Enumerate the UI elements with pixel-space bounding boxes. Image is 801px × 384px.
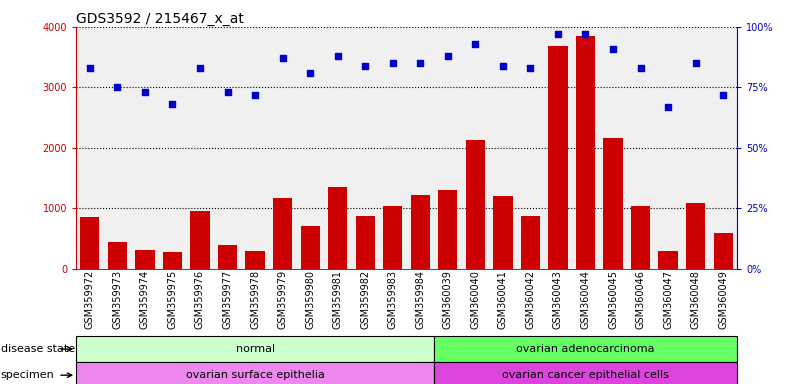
Bar — [218, 245, 237, 269]
Point — [497, 63, 509, 69]
Bar — [135, 250, 155, 269]
Bar — [245, 251, 264, 269]
Bar — [549, 46, 568, 269]
Text: GDS3592 / 215467_x_at: GDS3592 / 215467_x_at — [76, 12, 244, 26]
Point — [111, 84, 124, 91]
Point — [441, 53, 454, 59]
Point — [552, 31, 565, 37]
Point — [414, 60, 427, 66]
Bar — [300, 227, 320, 269]
Point — [304, 70, 316, 76]
Bar — [356, 216, 375, 269]
Point — [689, 60, 702, 66]
Bar — [714, 233, 733, 269]
Point — [386, 60, 399, 66]
Bar — [163, 252, 182, 269]
Point — [662, 104, 674, 110]
Bar — [631, 206, 650, 269]
Bar — [76, 336, 434, 362]
Point — [332, 53, 344, 59]
Bar — [328, 187, 348, 269]
Bar — [76, 362, 434, 384]
Bar — [383, 206, 402, 269]
Text: specimen: specimen — [1, 370, 54, 380]
Point — [524, 65, 537, 71]
Bar — [273, 198, 292, 269]
Text: normal: normal — [235, 344, 275, 354]
Bar — [658, 251, 678, 269]
Point — [139, 89, 151, 95]
Bar — [521, 215, 540, 269]
Bar — [576, 36, 595, 269]
Point — [579, 31, 592, 37]
Point — [83, 65, 96, 71]
Point — [634, 65, 647, 71]
Bar — [108, 242, 127, 269]
Bar — [191, 211, 210, 269]
Bar — [80, 217, 99, 269]
Bar — [411, 195, 430, 269]
Point — [194, 65, 207, 71]
Bar — [493, 196, 513, 269]
Point — [166, 101, 179, 108]
Point — [221, 89, 234, 95]
Text: ovarian cancer epithelial cells: ovarian cancer epithelial cells — [502, 370, 669, 380]
Bar — [603, 138, 622, 269]
Point — [248, 91, 261, 98]
Bar — [434, 336, 737, 362]
Point — [276, 55, 289, 61]
Text: ovarian surface epithelia: ovarian surface epithelia — [186, 370, 324, 380]
Point — [469, 41, 481, 47]
Point — [606, 46, 619, 52]
Text: disease state: disease state — [1, 344, 75, 354]
Point — [359, 63, 372, 69]
Bar — [438, 190, 457, 269]
Text: ovarian adenocarcinoma: ovarian adenocarcinoma — [516, 344, 654, 354]
Point — [717, 91, 730, 98]
Bar — [465, 140, 485, 269]
Bar — [686, 203, 705, 269]
Bar — [434, 362, 737, 384]
